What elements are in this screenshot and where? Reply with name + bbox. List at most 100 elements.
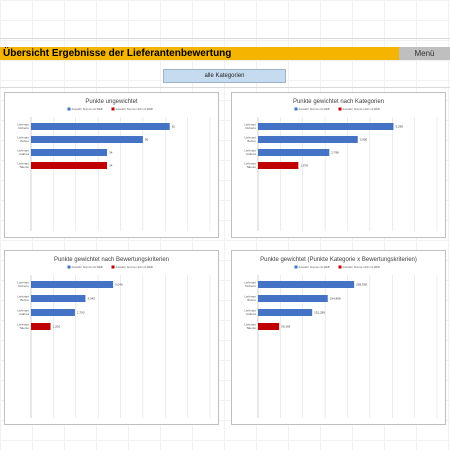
chart-ungewichtet: Punkte ungewichtet Auswahl, Summe mit WEB… xyxy=(4,92,219,238)
category-label-line: Lieferant xyxy=(244,136,256,140)
category-label-line: Bobno xyxy=(20,139,29,143)
chart-title: Punkte gewichtet (Punkte Kategorie x Bew… xyxy=(260,257,417,263)
data-label: 34 xyxy=(109,164,113,168)
bar xyxy=(258,309,313,316)
chart-title: Punkte ungewichtet xyxy=(85,99,138,105)
category-label: Lieferant Talento xyxy=(17,323,29,331)
chart-title: Punkte gewichtet nach Kategorien xyxy=(293,99,384,105)
bar xyxy=(258,281,355,288)
data-label: 268,538 xyxy=(356,283,367,287)
category-label-line: Roberto xyxy=(245,284,256,288)
category-label-line: Arabica xyxy=(19,152,30,156)
legend-swatch-blue xyxy=(67,265,71,269)
category-label-line: Roberto xyxy=(18,126,29,130)
category-label: Lieferant Roberto xyxy=(17,281,29,289)
chart-title: Punkte gewichtet nach Bewertungskriterie… xyxy=(54,257,169,263)
bar xyxy=(31,136,143,143)
data-label: 34 xyxy=(109,151,113,155)
legend-swatch-blue xyxy=(67,107,71,111)
data-label: 5,298 xyxy=(395,125,403,129)
category-label-line: Lieferant xyxy=(244,281,256,285)
category-label: Lieferant Talento xyxy=(244,162,256,170)
menu-button[interactable]: Menü xyxy=(399,47,450,60)
legend-label: Auswahl, Summe mit WEB xyxy=(72,107,103,111)
category-label-line: Lieferant xyxy=(17,162,29,166)
category-label-line: Lieferant xyxy=(17,281,29,285)
data-label: 194,808 xyxy=(330,297,341,301)
category-label: Lieferant Bobno xyxy=(244,136,256,144)
bar xyxy=(258,136,358,143)
data-label: 2,700 xyxy=(77,311,85,315)
legend-swatch-red xyxy=(111,265,115,269)
bar xyxy=(31,309,75,316)
category-label-line: Lieferant xyxy=(244,323,256,327)
category-label-line: Arabica xyxy=(19,312,30,316)
category-label: Lieferant Roberto xyxy=(244,281,256,289)
data-label: 1,200 xyxy=(53,325,61,329)
category-label-line: Talento xyxy=(19,165,29,169)
category-label-line: Lieferant xyxy=(17,295,29,299)
category-label-line: Lieferant xyxy=(17,149,29,153)
legend-label: Auswahl, Summe nicht mit WEB xyxy=(343,107,380,111)
bar xyxy=(31,323,51,330)
legend-swatch-blue xyxy=(294,265,298,269)
bar xyxy=(31,149,108,156)
legend-swatch-blue xyxy=(294,107,298,111)
category-label-line: Lieferant xyxy=(17,309,29,313)
data-label: 50 xyxy=(145,138,149,142)
category-label-line: Roberto xyxy=(18,284,29,288)
bar xyxy=(258,162,299,169)
page-title: Übersicht Ergebnisse der Lieferantenbewe… xyxy=(0,47,399,60)
category-label-line: Lieferant xyxy=(17,323,29,327)
category-label: Lieferant Arabica xyxy=(244,149,256,157)
bar xyxy=(31,162,108,169)
data-label: 59,166 xyxy=(281,325,291,329)
data-label: 151,289 xyxy=(314,311,325,315)
category-label-line: Bobno xyxy=(247,139,256,143)
category-label-line: Lieferant xyxy=(244,295,256,299)
category-label-line: Bobno xyxy=(20,298,29,302)
legend-label: Auswahl, Summe nicht mit WEB xyxy=(116,265,153,269)
bar xyxy=(258,295,328,302)
legend-swatch-red xyxy=(338,265,342,269)
chart-kategorie-x-kriterien-svg: Punkte gewichtet (Punkte Kategorie x Bew… xyxy=(244,257,438,418)
chart-kategorie-x-kriterien: Punkte gewichtet (Punkte Kategorie x Bew… xyxy=(231,250,446,425)
category-label: Lieferant Bobno xyxy=(17,136,29,144)
legend-swatch-red xyxy=(338,107,342,111)
chart-kategorien: Punkte gewichtet nach Kategorien Auswahl,… xyxy=(231,92,446,238)
legend-swatch-red xyxy=(111,107,115,111)
category-label: Lieferant Roberto xyxy=(244,123,256,131)
data-label: 3,900 xyxy=(360,138,368,142)
data-label: 1,578 xyxy=(300,164,308,168)
category-label: Lieferant Bobno xyxy=(244,295,256,303)
legend-label: Auswahl, Summe mit WEB xyxy=(299,265,330,269)
chart-ungewichtet-svg: Punkte ungewichtet Auswahl, Summe mit WEB… xyxy=(17,99,211,231)
bar xyxy=(258,149,330,156)
data-label: 5,046 xyxy=(115,283,123,287)
chart-bewertungskriterien: Punkte gewichtet nach Bewertungskriterie… xyxy=(4,250,219,425)
category-label-line: Arabica xyxy=(246,312,257,316)
bar xyxy=(258,323,280,330)
category-label-line: Talento xyxy=(19,326,29,330)
category-label: Lieferant Arabica xyxy=(17,309,29,317)
bar xyxy=(258,123,394,130)
category-label-line: Lieferant xyxy=(244,162,256,166)
category-label-line: Lieferant xyxy=(17,123,29,127)
legend-label: Auswahl, Summe mit WEB xyxy=(72,265,103,269)
category-filter-button[interactable]: alle Kategorien xyxy=(163,69,286,83)
category-label: Lieferant Talento xyxy=(244,323,256,331)
bar xyxy=(31,281,114,288)
data-label: 62 xyxy=(172,125,176,129)
bar xyxy=(31,295,86,302)
chart-bewertungskriterien-svg: Punkte gewichtet nach Bewertungskriterie… xyxy=(17,257,211,418)
category-label-line: Lieferant xyxy=(17,136,29,140)
category-label-line: Lieferant xyxy=(244,123,256,127)
legend-label: Auswahl, Summe nicht mit WEB xyxy=(343,265,380,269)
category-label: Lieferant Bobno xyxy=(17,295,29,303)
category-label: Lieferant Arabica xyxy=(17,149,29,157)
category-label: Lieferant Roberto xyxy=(17,123,29,131)
chart-kategorien-svg: Punkte gewichtet nach Kategorien Auswahl,… xyxy=(244,99,438,231)
category-label: Lieferant Talento xyxy=(17,162,29,170)
category-label-line: Arabica xyxy=(246,152,257,156)
data-label: 2,788 xyxy=(331,151,339,155)
